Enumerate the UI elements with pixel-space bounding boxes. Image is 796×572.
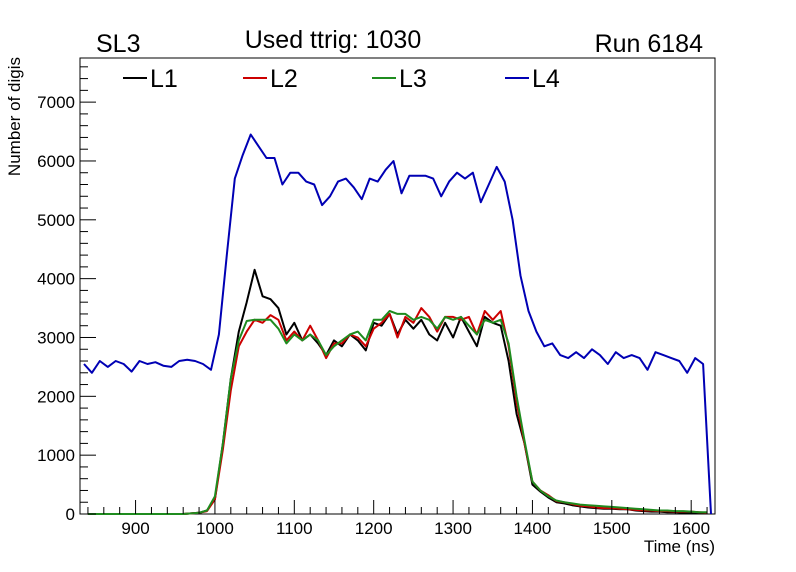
header-left: SL3 bbox=[96, 30, 140, 58]
header-right: Run 6184 bbox=[595, 30, 704, 58]
y-tick-label: 1000 bbox=[37, 446, 75, 465]
series-line-l4 bbox=[83, 133, 712, 515]
y-tick-label: 7000 bbox=[37, 93, 75, 112]
y-tick-label: 2000 bbox=[37, 387, 75, 406]
legend-label-l1: L1 bbox=[150, 65, 178, 93]
x-tick-label: 1300 bbox=[434, 519, 472, 538]
legend-label-l4: L4 bbox=[532, 65, 560, 93]
series-line-l3 bbox=[87, 310, 708, 515]
x-tick-label: 1000 bbox=[196, 519, 234, 538]
legend-label-l3: L3 bbox=[399, 65, 427, 93]
x-tick-label: 900 bbox=[121, 519, 149, 538]
x-axis-label: Time (ns) bbox=[644, 537, 715, 556]
chart-title: Used ttrig: 1030 bbox=[245, 26, 422, 54]
plot-frame bbox=[79, 57, 716, 515]
series-line-l1 bbox=[87, 268, 708, 515]
y-tick-label: 4000 bbox=[37, 270, 75, 289]
y-tick-label: 0 bbox=[66, 505, 75, 524]
y-tick-label: 6000 bbox=[37, 152, 75, 171]
x-tick-label: 1400 bbox=[514, 519, 552, 538]
legend-label-l2: L2 bbox=[270, 65, 298, 93]
x-tick-label: 1600 bbox=[672, 519, 710, 538]
x-axis: 900 1000 1100 1200 1300 1400 1500 1600 bbox=[87, 500, 710, 538]
y-axis-label: Number of digis bbox=[5, 57, 24, 176]
x-tick-label: 1500 bbox=[593, 519, 631, 538]
x-tick-label: 1100 bbox=[276, 519, 313, 538]
y-axis: 0 1000 2000 3000 4000 5000 6000 7000 bbox=[37, 66, 96, 524]
series-line-l2 bbox=[87, 307, 708, 515]
y-tick-label: 3000 bbox=[37, 328, 75, 347]
legend: L1 L2 L3 L4 bbox=[123, 65, 560, 93]
series-layer bbox=[83, 133, 712, 515]
y-tick-label: 5000 bbox=[37, 211, 75, 230]
x-tick-label: 1200 bbox=[355, 519, 393, 538]
